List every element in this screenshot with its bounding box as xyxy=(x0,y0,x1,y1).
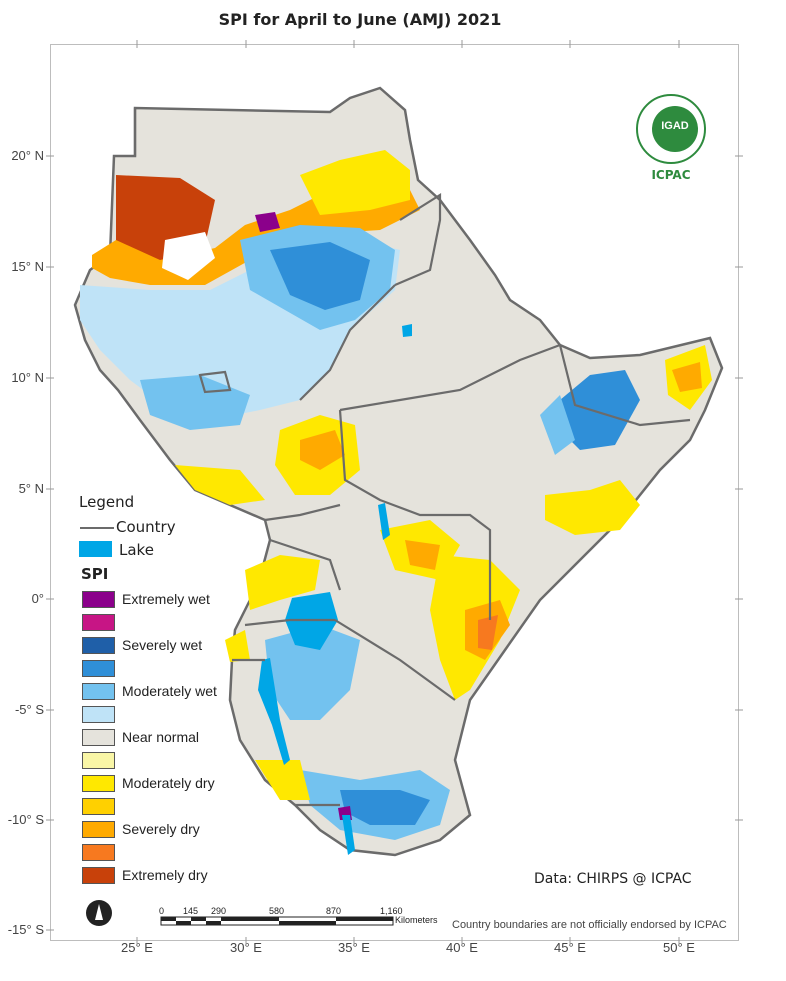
lat-label: -15° S xyxy=(7,922,44,937)
severely-wet-zone xyxy=(270,242,370,310)
igad-icpac-logo: IGAD ICPAC xyxy=(632,94,710,184)
lon-label: 40° E xyxy=(446,940,478,955)
scale-unit: Kilometers xyxy=(395,915,438,925)
spi-class-swatch xyxy=(82,798,115,815)
severely-dry-zone xyxy=(672,362,702,392)
country-borders xyxy=(133,108,691,807)
spi-class-swatch xyxy=(82,867,115,884)
spi-class-label: Extremely wet xyxy=(122,591,210,607)
disclaimer: Country boundaries are not officially en… xyxy=(452,919,727,931)
lon-label: 50° E xyxy=(663,940,695,955)
moderately-wet-zone xyxy=(540,395,575,455)
spi-class-label: Moderately wet xyxy=(122,683,217,699)
map-frame xyxy=(50,44,739,941)
lat-label: 20° N xyxy=(11,148,44,163)
country-line-swatch xyxy=(80,527,114,529)
lon-label: 25° E xyxy=(121,940,153,955)
extremely-wet-spot xyxy=(255,212,280,232)
severely-dry-zone xyxy=(300,430,345,470)
scale-tick-label: 145 xyxy=(183,906,199,916)
spi-class-label: Moderately dry xyxy=(122,775,215,791)
graticule-ticks xyxy=(46,40,743,945)
spi-class-swatch xyxy=(82,706,115,723)
legend-lake-label: Lake xyxy=(119,541,154,559)
moderately-wet-zone xyxy=(265,625,360,720)
moderately-dry-zone xyxy=(175,465,265,505)
spi-class-swatch xyxy=(82,844,115,861)
moderately-dry-zone xyxy=(545,480,640,535)
scale-bar xyxy=(160,916,394,926)
spi-class-swatch xyxy=(82,591,115,608)
spi-class-label: Extremely dry xyxy=(122,867,208,883)
spi-class-label: Severely dry xyxy=(122,821,200,837)
extremely-dry-zone xyxy=(478,615,498,650)
logo-ring: IGAD xyxy=(636,94,706,164)
scale-tick-label: 580 xyxy=(269,906,285,916)
moderately-dry-zone xyxy=(300,150,410,215)
spi-class-swatch xyxy=(82,637,115,654)
lake-turkana xyxy=(378,503,390,540)
data-credit: Data: CHIRPS @ ICPAC xyxy=(534,871,692,887)
spi-class-swatch xyxy=(82,660,115,677)
severely-dry-zone xyxy=(405,540,440,570)
spi-class-swatch xyxy=(82,775,115,792)
lat-label: 0° xyxy=(31,591,44,606)
moderately-wet-zone xyxy=(140,375,250,430)
legend-heading: Legend xyxy=(79,493,135,511)
lake-tana xyxy=(402,324,412,337)
north-arrow-icon xyxy=(86,900,112,926)
severely-wet-zone xyxy=(560,370,640,450)
spi-class-label: Near normal xyxy=(122,729,200,745)
lake-swatch xyxy=(79,541,112,557)
lat-label: 15° N xyxy=(11,259,44,274)
spi-class-swatch xyxy=(82,821,115,838)
spi-class-swatch xyxy=(82,729,115,746)
lake-tanganyika xyxy=(258,658,290,765)
scale-tick-label: 0 xyxy=(159,906,165,916)
moderately-dry-zone xyxy=(225,630,250,662)
spi-class-label: Severely wet xyxy=(122,637,203,653)
legend-country-label: Country xyxy=(116,518,176,536)
spi-class-swatch xyxy=(82,683,115,700)
logo-emblem-text: IGAD xyxy=(661,120,689,132)
lat-label: -10° S xyxy=(7,812,44,827)
legend-spi-heading: SPI xyxy=(81,565,109,583)
scale-tick-label: 1,160 xyxy=(380,906,403,916)
lon-label: 45° E xyxy=(554,940,586,955)
logo-name: ICPAC xyxy=(651,168,691,182)
spi-class-swatch xyxy=(82,752,115,769)
scale-tick-label: 870 xyxy=(326,906,342,916)
spi-class-swatch xyxy=(82,614,115,631)
white-nodata-patch xyxy=(162,232,215,280)
lon-label: 30° E xyxy=(230,940,262,955)
scale-tick-label: 290 xyxy=(211,906,227,916)
severely-wet-zone xyxy=(340,790,430,825)
lake-malawi xyxy=(342,815,355,855)
africa-emblem-icon: IGAD xyxy=(652,106,698,152)
lat-label: 5° N xyxy=(18,481,44,496)
lon-label: 35° E xyxy=(338,940,370,955)
moderately-dry-zone xyxy=(255,760,310,800)
moderately-dry-zone xyxy=(245,555,320,610)
map-title: SPI for April to June (AMJ) 2021 xyxy=(218,10,502,29)
lat-label: -5° S xyxy=(14,702,44,717)
lat-label: 10° N xyxy=(11,370,44,385)
